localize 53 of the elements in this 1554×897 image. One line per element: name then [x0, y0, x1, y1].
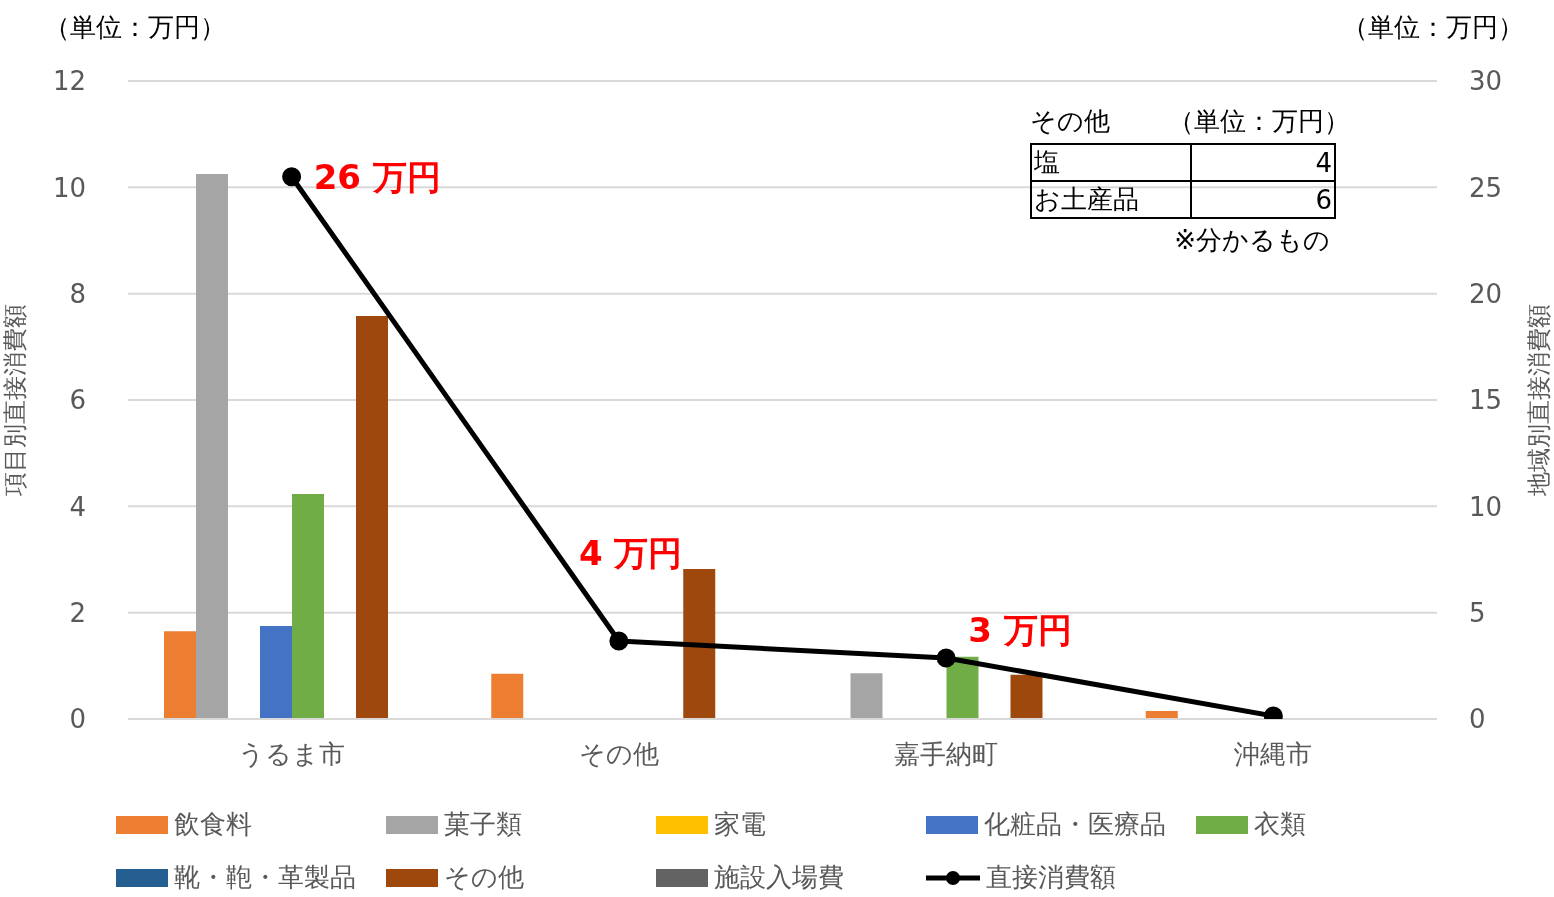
legend-label: 化粧品・医療品: [984, 808, 1166, 841]
legend-label: 家電: [714, 808, 766, 841]
legend-label: 菓子類: [444, 808, 522, 841]
y-tick-label: 12: [52, 66, 86, 97]
annotation: ※分かるもの: [1173, 224, 1330, 257]
bar: [260, 625, 292, 719]
bar: [1010, 674, 1043, 719]
y2-tick-label: 0: [1469, 704, 1486, 735]
legend-label: 飲食料: [174, 808, 252, 841]
bar: [683, 569, 716, 719]
bar: [292, 494, 324, 719]
legend-label: 直接消費額: [986, 861, 1116, 894]
legend-label: その他: [444, 861, 524, 894]
x-tick-label: その他: [578, 739, 659, 770]
y-tick-label: 4: [69, 491, 86, 522]
data-label: 4 万円: [578, 532, 683, 573]
y-tick-label: 2: [69, 597, 86, 628]
bar: [196, 174, 228, 719]
annotation: 6: [1191, 181, 1335, 218]
y2-axis-title: 地域別直接消費額: [1524, 304, 1553, 497]
annotation: お土産品: [1031, 181, 1191, 218]
y2-tick-label: 10: [1469, 491, 1503, 522]
legend-label: 靴・鞄・革製品: [174, 861, 356, 894]
bar: [356, 316, 388, 719]
point: [609, 631, 629, 651]
bar: [164, 631, 196, 719]
annotation: 塩: [1031, 144, 1191, 181]
y-tick-label: 10: [52, 172, 86, 203]
y2-tick-label: 20: [1469, 278, 1503, 309]
annotation: その他: [1030, 105, 1110, 138]
text: （単位：万円）: [44, 11, 226, 44]
bar: [491, 673, 524, 719]
y-tick-label: 6: [69, 385, 86, 416]
y-tick-label: 0: [69, 704, 86, 735]
bar: [850, 673, 883, 719]
y2-tick-label: 5: [1469, 597, 1486, 628]
point: [936, 648, 956, 668]
annotation: 4: [1191, 144, 1335, 181]
annotation: （単位：万円）: [1168, 105, 1350, 138]
x-tick-label: 沖縄市: [1234, 739, 1313, 770]
y2-tick-label: 30: [1469, 66, 1503, 97]
x-tick-label: 嘉手納町: [894, 739, 999, 770]
y2-tick-label: 15: [1469, 385, 1503, 416]
data-label: 3 万円: [968, 609, 1072, 650]
y-tick-label: 8: [69, 278, 86, 309]
text: （単位：万円）: [1342, 11, 1524, 44]
point: [282, 167, 302, 187]
x-tick-label: うるま市: [238, 739, 346, 770]
y-axis-title: 項目別直接消費額: [0, 304, 29, 497]
data-label: 26 万円: [313, 156, 441, 197]
y2-tick-label: 25: [1469, 172, 1503, 203]
legend-label: 衣類: [1254, 808, 1306, 841]
legend-label: 施設入場費: [714, 861, 844, 894]
